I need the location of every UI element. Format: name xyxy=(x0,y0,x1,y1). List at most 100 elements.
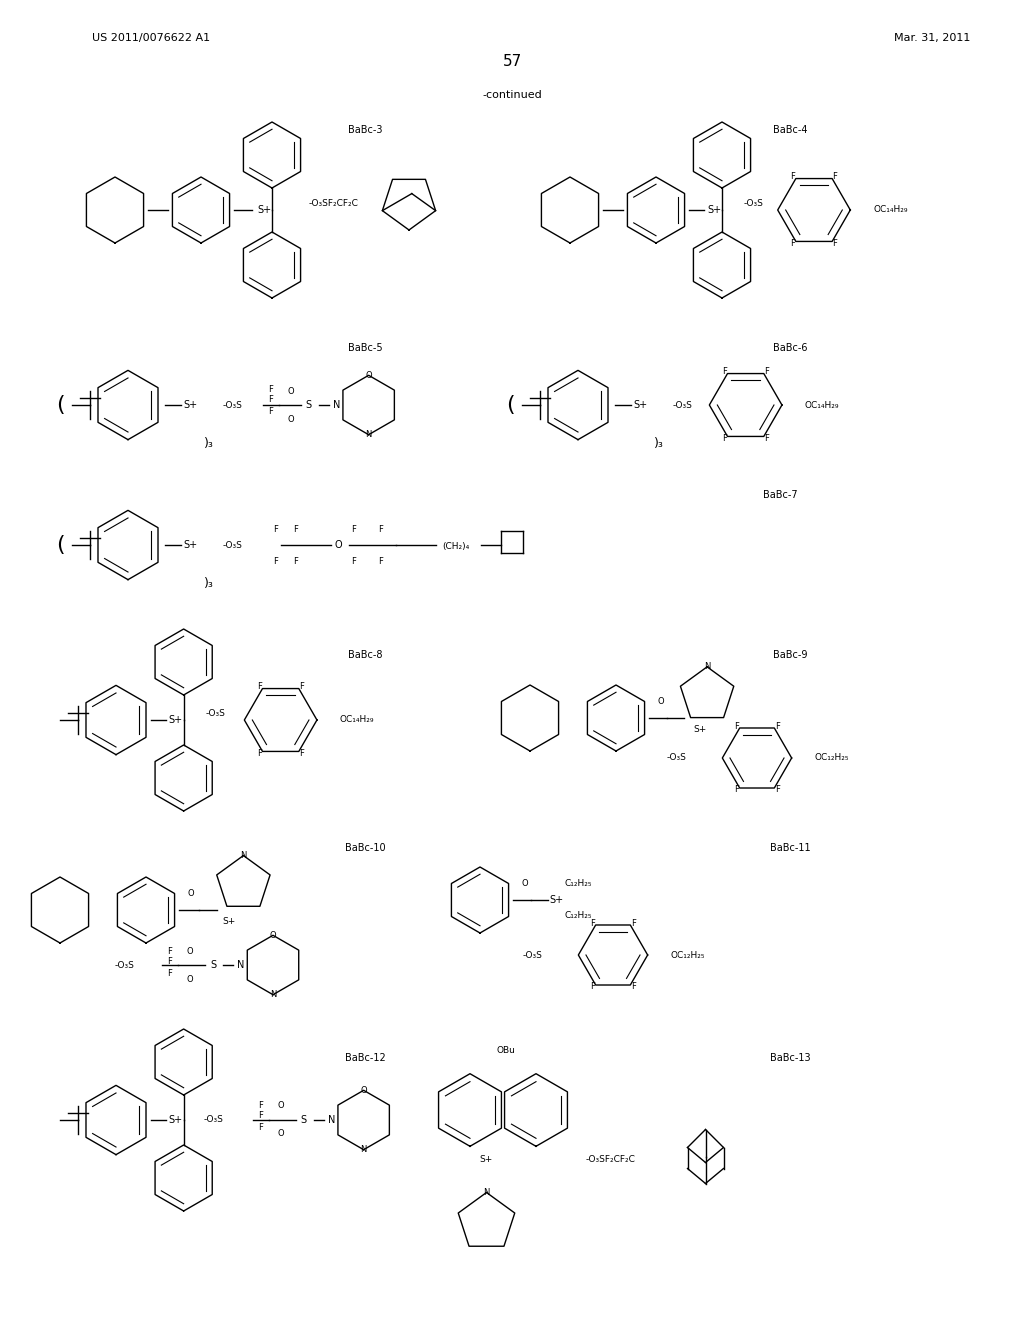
Text: C₁₂H₂₅: C₁₂H₂₅ xyxy=(564,879,592,888)
Text: O: O xyxy=(278,1130,284,1138)
Text: F: F xyxy=(293,557,298,565)
Text: BaBc-11: BaBc-11 xyxy=(770,843,810,853)
Text: (: ( xyxy=(506,395,514,414)
Text: F: F xyxy=(833,239,838,248)
Text: -O₃S: -O₃S xyxy=(222,540,243,549)
Text: -O₃S: -O₃S xyxy=(222,400,243,409)
Text: (: ( xyxy=(55,535,65,554)
Text: N: N xyxy=(360,1146,367,1154)
Text: (: ( xyxy=(55,395,65,414)
Text: -O₃S: -O₃S xyxy=(744,199,764,209)
Text: N: N xyxy=(333,400,340,411)
Text: OC₁₂H₂₅: OC₁₂H₂₅ xyxy=(671,950,705,960)
Text: S+: S+ xyxy=(707,205,721,215)
Text: F: F xyxy=(722,434,727,444)
Text: -O₃S: -O₃S xyxy=(206,710,225,718)
Text: F: F xyxy=(764,434,769,444)
Text: F: F xyxy=(775,722,779,731)
Text: OC₁₄H₂₉: OC₁₄H₂₉ xyxy=(340,715,375,725)
Text: O: O xyxy=(186,946,194,956)
Text: S+: S+ xyxy=(480,1155,494,1164)
Text: F: F xyxy=(591,919,595,928)
Text: (CH₂)₄: (CH₂)₄ xyxy=(442,543,470,552)
Text: S: S xyxy=(301,1115,307,1125)
Text: O: O xyxy=(521,879,528,888)
Text: F: F xyxy=(257,682,262,692)
Text: S: S xyxy=(305,400,311,411)
Text: F: F xyxy=(168,969,172,978)
Text: S+: S+ xyxy=(634,400,648,411)
Text: S+: S+ xyxy=(693,726,707,734)
Text: O: O xyxy=(657,697,665,706)
Text: S+: S+ xyxy=(183,540,198,550)
Text: -O₃SF₂CF₂C: -O₃SF₂CF₂C xyxy=(586,1155,635,1164)
Text: F: F xyxy=(791,239,796,248)
Text: F: F xyxy=(734,785,739,795)
Text: S+: S+ xyxy=(169,715,182,725)
Text: N: N xyxy=(328,1115,335,1125)
Text: F: F xyxy=(351,524,356,533)
Text: F: F xyxy=(258,1123,263,1133)
Text: F: F xyxy=(378,557,383,565)
Text: N: N xyxy=(269,990,276,999)
Text: F: F xyxy=(722,367,727,376)
Text: )₃: )₃ xyxy=(204,437,214,450)
Text: N: N xyxy=(703,663,711,672)
Text: O: O xyxy=(360,1086,367,1094)
Text: BaBc-7: BaBc-7 xyxy=(763,490,798,500)
Text: O: O xyxy=(288,414,294,424)
Text: S: S xyxy=(210,960,216,970)
Text: BaBc-6: BaBc-6 xyxy=(773,343,807,352)
Text: O: O xyxy=(187,890,195,899)
Text: O: O xyxy=(269,931,276,940)
Text: -continued: -continued xyxy=(482,90,542,100)
Text: F: F xyxy=(168,957,172,965)
Text: -O₃S: -O₃S xyxy=(204,1115,223,1125)
Text: F: F xyxy=(299,748,304,758)
Text: -O₃S: -O₃S xyxy=(523,950,543,960)
Text: US 2011/0076622 A1: US 2011/0076622 A1 xyxy=(92,33,210,44)
Text: )₃: )₃ xyxy=(204,577,214,590)
Text: OC₁₄H₂₉: OC₁₄H₂₉ xyxy=(873,206,907,214)
Text: F: F xyxy=(268,395,273,404)
Text: BaBc-4: BaBc-4 xyxy=(773,125,807,135)
Text: O: O xyxy=(288,387,294,396)
Text: F: F xyxy=(273,557,279,565)
Text: OC₁₄H₂₉: OC₁₄H₂₉ xyxy=(805,400,840,409)
Text: O: O xyxy=(278,1101,284,1110)
Text: F: F xyxy=(351,557,356,565)
Text: F: F xyxy=(257,748,262,758)
Text: F: F xyxy=(775,785,779,795)
Text: O: O xyxy=(366,371,372,380)
Text: O: O xyxy=(186,974,194,983)
Text: S+: S+ xyxy=(222,917,236,927)
Text: BaBc-3: BaBc-3 xyxy=(348,125,382,135)
Text: F: F xyxy=(293,524,298,533)
Text: F: F xyxy=(168,946,172,956)
Text: OC₁₂H₂₅: OC₁₂H₂₅ xyxy=(814,754,849,763)
Text: F: F xyxy=(268,384,273,393)
Text: F: F xyxy=(268,407,273,416)
Text: 57: 57 xyxy=(503,54,521,70)
Text: F: F xyxy=(833,172,838,181)
Text: F: F xyxy=(791,172,796,181)
Text: O: O xyxy=(335,540,342,550)
Text: F: F xyxy=(734,722,739,731)
Text: N: N xyxy=(483,1188,489,1197)
Text: BaBc-13: BaBc-13 xyxy=(770,1053,810,1063)
Text: F: F xyxy=(631,919,636,928)
Text: )₃: )₃ xyxy=(653,437,664,450)
Text: F: F xyxy=(764,367,769,376)
Text: F: F xyxy=(591,982,595,991)
Text: S+: S+ xyxy=(169,1115,182,1125)
Text: S+: S+ xyxy=(549,895,563,906)
Text: -O₃S: -O₃S xyxy=(667,754,687,763)
Text: -O₃S: -O₃S xyxy=(673,400,692,409)
Text: N: N xyxy=(238,960,245,970)
Text: F: F xyxy=(631,982,636,991)
Text: F: F xyxy=(258,1101,263,1110)
Text: F: F xyxy=(378,524,383,533)
Text: -O₃S: -O₃S xyxy=(115,961,135,969)
Text: BaBc-8: BaBc-8 xyxy=(348,649,382,660)
Text: F: F xyxy=(273,524,279,533)
